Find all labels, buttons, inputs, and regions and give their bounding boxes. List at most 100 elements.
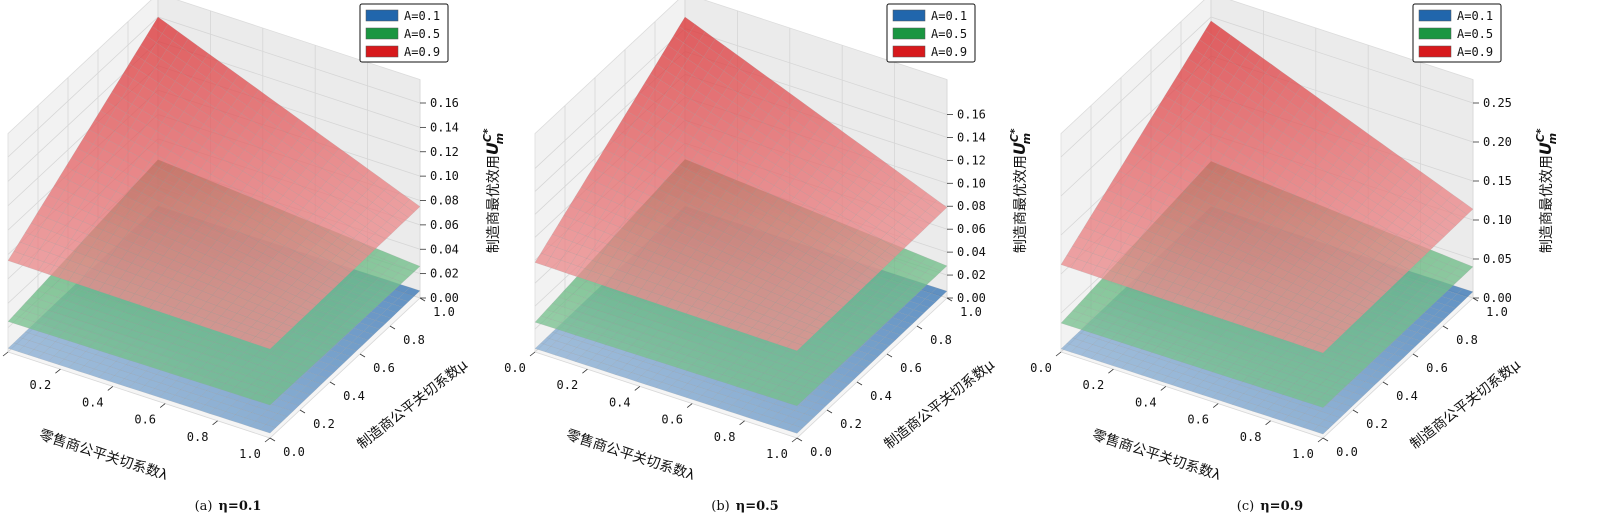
z-tick-label: 0.08 xyxy=(957,199,986,213)
chart-panel-3: 0.00.20.40.60.81.0 0.00.20.40.60.81.00.00… xyxy=(1030,0,1559,514)
legend: A=0.1 A=0.5 A=0.9 xyxy=(359,3,449,63)
x-axis-label: 零售商公平关切系数λ xyxy=(37,427,170,484)
x-tick-label: 0.8 xyxy=(187,430,209,444)
z-tick-label: 0.16 xyxy=(957,107,986,121)
y-tick-mark xyxy=(299,409,306,414)
x-tick-mark xyxy=(791,437,798,443)
chart-panel-1: 0.00.20.40.60.81.00.00.20.40.60.81.00.00… xyxy=(2,0,506,514)
x-tick-label: 1.0 xyxy=(766,447,788,461)
x-tick-label: 0.4 xyxy=(609,395,631,409)
y-tick-label: 1.0 xyxy=(433,305,455,319)
y-tick-label: 0.8 xyxy=(930,333,952,347)
x-tick-mark xyxy=(107,386,114,391)
y-tick-label: 1.0 xyxy=(960,305,982,319)
y-tick-mark xyxy=(856,381,863,386)
x-tick-mark xyxy=(159,403,166,408)
x-tick-label: 0.2 xyxy=(30,378,52,392)
y-tick-label: 0.2 xyxy=(313,417,335,431)
legend-label: A=0.5 xyxy=(404,27,440,41)
legend-swatch-A=0.1 xyxy=(365,9,399,22)
y-tick-mark xyxy=(269,437,276,442)
legend-swatch-A=0.5 xyxy=(892,27,926,40)
z-tick-label: 0.10 xyxy=(430,169,459,183)
y-tick-label: 0.6 xyxy=(373,361,395,375)
panel-caption: (a) η=0.1 xyxy=(195,499,262,514)
x-tick-label: 1.0 xyxy=(239,447,261,461)
y-axis-label: 制造商公平关切系数μ xyxy=(881,357,997,453)
y-tick-label: 0.0 xyxy=(810,445,832,459)
legend-label: A=0.9 xyxy=(931,45,967,59)
y-tick-mark xyxy=(329,381,336,386)
y-tick-label: 0.4 xyxy=(343,389,365,403)
x-tick-label: 0.2 xyxy=(557,378,579,392)
z-tick-label: 0.14 xyxy=(957,130,986,144)
z-tick-label: 0.00 xyxy=(430,291,459,305)
x-tick-mark xyxy=(2,351,9,357)
z-tick-label: 0.16 xyxy=(430,96,459,110)
x-tick-mark xyxy=(55,368,61,374)
y-tick-mark xyxy=(796,437,803,442)
legend-label: A=0.1 xyxy=(404,9,440,23)
x-tick-label: 0.4 xyxy=(82,395,104,409)
x-tick-mark xyxy=(264,437,271,443)
z-tick-label: 0.14 xyxy=(430,120,459,134)
x-tick-label: 0.8 xyxy=(714,430,736,444)
z-axis-label-group: 制造商最优效用UC*m xyxy=(1008,128,1033,253)
z-tick-label: 0.06 xyxy=(430,218,459,232)
x-axis-label: 零售商公平关切系数λ xyxy=(564,427,697,484)
panel-caption-title: η=0.1 xyxy=(218,499,261,514)
z-axis-label-text: 制造商最优效用 xyxy=(486,155,502,253)
surface-cell xyxy=(403,287,421,297)
legend-swatch-A=0.5 xyxy=(365,27,399,40)
z-axis-label-sub: m xyxy=(493,133,506,144)
panel-caption: (b) η=0.5 xyxy=(711,499,778,514)
z-tick-label: 0.02 xyxy=(430,267,459,281)
legend-swatch-A=0.9 xyxy=(892,45,926,58)
y-tick-label: 0.6 xyxy=(900,361,922,375)
legend-label: A=0.9 xyxy=(404,45,440,59)
z-tick-label: 0.00 xyxy=(957,291,986,305)
y-tick-mark xyxy=(389,325,396,330)
z-axis-label-group: 制造商最优效用UC*m xyxy=(481,128,506,253)
x-tick-mark xyxy=(686,403,693,408)
x-tick-mark xyxy=(582,368,588,374)
legend-swatch-A=0.9 xyxy=(365,45,399,58)
y-tick-label: 0.0 xyxy=(283,445,305,459)
chart-panel-2: 0.00.20.40.60.81.0 0.00.20.40.60.81.00.00… xyxy=(504,0,1033,514)
z-axis-label: 制造商最优效用UC*m xyxy=(481,128,506,253)
z-axis-label-sub: m xyxy=(1020,133,1033,144)
y-tick-label: 0.2 xyxy=(840,417,862,431)
z-tick-label: 0.12 xyxy=(957,153,986,167)
z-tick-label: 0.08 xyxy=(430,194,459,208)
x-tick-mark xyxy=(212,420,218,426)
y-tick-mark xyxy=(916,325,923,330)
z-tick-label: 0.02 xyxy=(957,268,986,282)
y-tick-mark xyxy=(826,409,833,414)
z-tick-label: 0.06 xyxy=(957,222,986,236)
panel-caption-title: η=0.5 xyxy=(736,499,779,514)
x-tick-label: 0.6 xyxy=(661,413,683,427)
x-tick-mark xyxy=(739,420,745,426)
legend-label: A=0.5 xyxy=(931,27,967,41)
y-tick-label: 0.8 xyxy=(403,333,425,347)
x-tick-label: 0.6 xyxy=(134,413,156,427)
panel-caption-label: (a) xyxy=(195,499,213,514)
y-tick-label: 0.4 xyxy=(870,389,892,403)
y-tick-mark xyxy=(886,353,893,358)
z-tick-label: 0.10 xyxy=(957,176,986,190)
y-tick-mark xyxy=(946,297,953,302)
legend-label: A=0.1 xyxy=(931,9,967,23)
y-tick-mark xyxy=(359,353,366,358)
legend-swatch-A=0.1 xyxy=(892,9,926,22)
legend: A=0.1 A=0.5 A=0.9 xyxy=(886,3,976,63)
z-axis-label-text: 制造商最优效用 xyxy=(1013,155,1029,253)
x-tick-mark xyxy=(529,351,536,357)
z-tick-label: 0.12 xyxy=(430,145,459,159)
y-tick-mark xyxy=(419,297,426,302)
x-tick-mark xyxy=(634,386,641,391)
panel-caption-label: (b) xyxy=(711,499,729,514)
x-tick-label: 0.0 xyxy=(504,361,526,375)
z-axis-label: 制造商最优效用UC*m xyxy=(1008,128,1033,253)
y-axis-label: 制造商公平关切系数μ xyxy=(354,357,470,453)
